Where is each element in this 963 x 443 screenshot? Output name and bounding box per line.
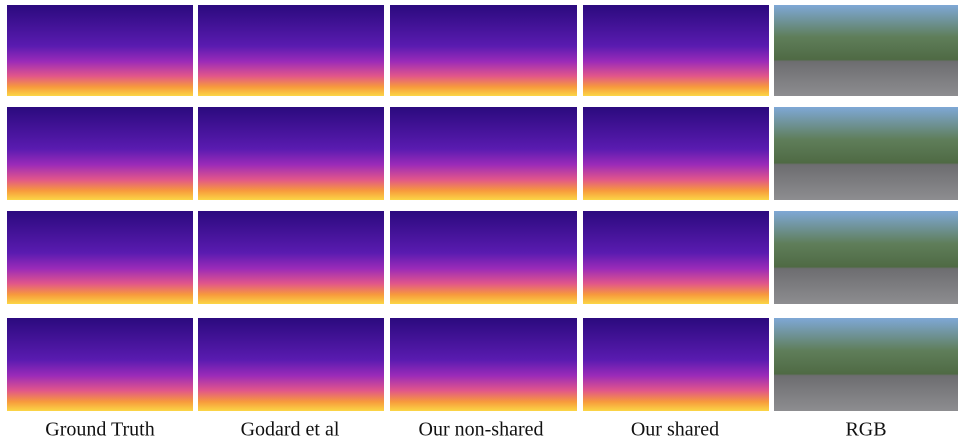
depth-map xyxy=(198,107,384,200)
rgb-image xyxy=(774,318,958,411)
column-label: Our non-shared xyxy=(419,419,544,441)
depth-map xyxy=(390,318,577,411)
depth-map xyxy=(198,211,384,304)
figure: Ground Truth Godard et al Our non-shared… xyxy=(0,0,963,443)
depth-map xyxy=(7,107,193,200)
rgb-image xyxy=(774,5,958,96)
depth-map xyxy=(583,211,769,304)
depth-map xyxy=(198,5,384,96)
depth-map xyxy=(583,318,769,411)
depth-map xyxy=(583,107,769,200)
column-label: Godard et al xyxy=(241,419,340,441)
depth-map xyxy=(390,5,577,96)
depth-map xyxy=(390,107,577,200)
depth-map xyxy=(7,318,193,411)
column-label: RGB xyxy=(845,419,886,441)
depth-map xyxy=(198,318,384,411)
depth-map xyxy=(583,5,769,96)
depth-map xyxy=(390,211,577,304)
column-label: Our shared xyxy=(631,419,719,441)
depth-map xyxy=(7,5,193,96)
rgb-image xyxy=(774,107,958,200)
depth-map xyxy=(7,211,193,304)
column-label: Ground Truth xyxy=(45,419,154,441)
rgb-image xyxy=(774,211,958,304)
